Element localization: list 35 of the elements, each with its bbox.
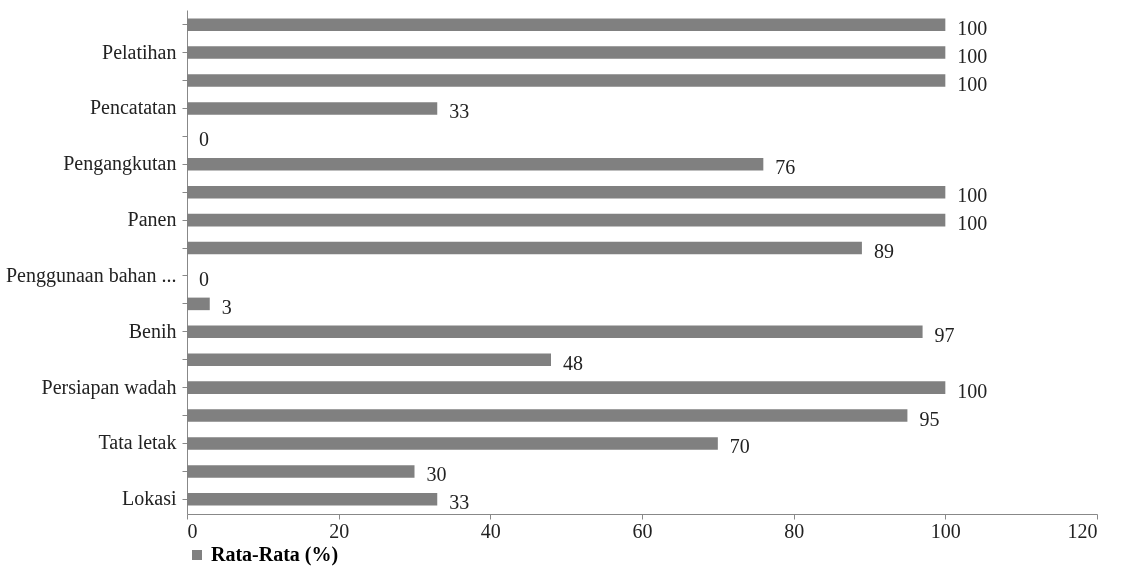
x-tick-label: 60 bbox=[632, 519, 653, 542]
y-tick-label: Pelatihan bbox=[102, 40, 177, 63]
data-label: 100 bbox=[957, 379, 988, 402]
data-label: 0 bbox=[199, 128, 209, 151]
data-label: 97 bbox=[934, 323, 955, 346]
x-tick-label: 80 bbox=[784, 519, 805, 542]
data-label: 100 bbox=[957, 16, 988, 39]
data-label: 100 bbox=[957, 44, 988, 67]
data-label: 0 bbox=[199, 267, 209, 290]
y-tick-label: Lokasi bbox=[122, 487, 177, 510]
y-tick-label: Tata letak bbox=[98, 431, 177, 454]
x-tick-label: 100 bbox=[930, 519, 961, 542]
x-tick-label: 20 bbox=[329, 519, 350, 542]
data-label: 30 bbox=[426, 463, 447, 486]
data-label: 100 bbox=[957, 72, 988, 95]
data-label: 70 bbox=[729, 435, 750, 458]
data-label: 76 bbox=[775, 156, 796, 179]
data-label: 33 bbox=[449, 100, 470, 123]
y-tick-label: Pencatatan bbox=[89, 96, 177, 119]
y-tick-label: Benih bbox=[128, 319, 177, 342]
y-tick-label: Penggunaan bahan ... bbox=[5, 263, 177, 287]
x-tick-label: 120 bbox=[1067, 519, 1098, 542]
x-tick-label: 0 bbox=[187, 519, 198, 542]
data-label: 33 bbox=[449, 491, 470, 514]
legend-label: Rata-Rata (%) bbox=[211, 543, 339, 566]
x-tick-label: 40 bbox=[480, 519, 501, 542]
data-label: 48 bbox=[563, 351, 583, 374]
data-label: 100 bbox=[957, 212, 988, 235]
data-label: 89 bbox=[873, 240, 894, 263]
data-label: 3 bbox=[221, 295, 232, 318]
data-label: 100 bbox=[957, 184, 988, 207]
y-tick-label: Pengangkutan bbox=[63, 152, 177, 176]
data-label: 95 bbox=[919, 407, 940, 430]
y-tick-label: Persiapan wadah bbox=[41, 375, 177, 399]
y-tick-label: Panen bbox=[127, 208, 177, 231]
